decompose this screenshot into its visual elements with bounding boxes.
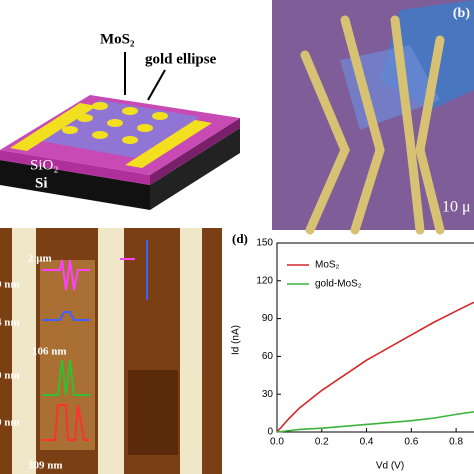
panel-label: (b) [453,6,470,21]
y-tick-label: 150 [256,238,273,249]
panel-c-image [0,228,222,474]
x-tick-label: 0.4 [360,437,374,448]
scale-bar-label: 10 μ [442,199,471,216]
annotation: 309 nm [28,460,63,472]
x-tick-label: 0.0 [270,437,284,448]
label: SiO₂ [30,157,59,173]
x-tick-label: 0.2 [315,437,329,448]
label: Si [35,175,48,191]
y-tick-label: 0 [267,427,273,438]
panel-label: (d) [232,231,248,246]
plot-frame [276,242,474,433]
label: MoS₂ [100,31,135,47]
y-tick-label: 60 [262,351,274,362]
legend-label: gold-MoS₂ [315,279,362,290]
x-axis-label: Vd (V) [376,461,404,472]
annotation: 0 nm [0,279,20,291]
y-tick-label: 90 [262,313,274,324]
annotation: 0 nm [0,370,20,382]
y-axis-label: Id (nA) [231,325,242,355]
series-line [276,411,474,433]
legend-label: MoS₂ [315,260,340,271]
y-tick-label: 30 [262,389,274,400]
x-tick-label: 0.6 [404,437,418,448]
annotation: 0 nm [0,417,20,429]
annotation: 106 nm [32,346,67,358]
x-tick-label: 0.8 [449,437,463,448]
label: gold ellipse [145,51,217,67]
panel-b-image [272,0,474,235]
series-line [276,301,474,433]
annotation: 4 nm [0,317,20,329]
y-tick-label: 120 [256,275,273,286]
panel-a-illustration [0,52,240,210]
annotation: 2 μm [28,253,52,265]
